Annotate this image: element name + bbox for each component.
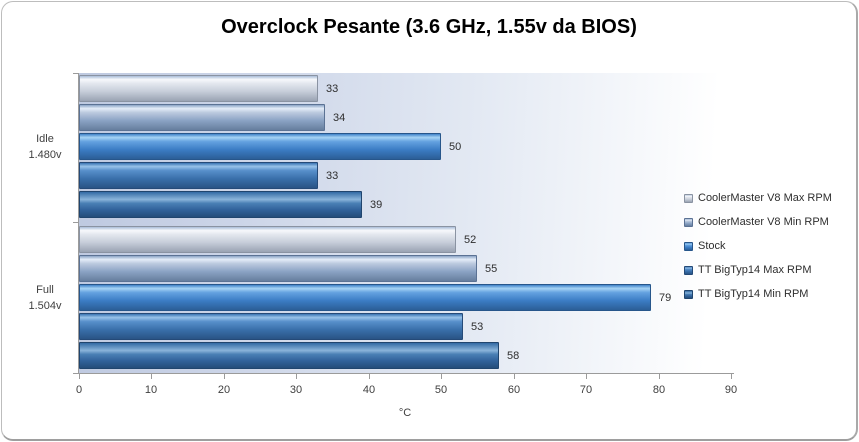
legend-swatch — [684, 217, 693, 227]
x-tick-label: 40 — [362, 384, 376, 396]
legend-label: TT BigTyp14 Min RPM — [698, 288, 809, 300]
y-axis-tick — [73, 222, 78, 223]
bar-value-label: 50 — [449, 140, 462, 153]
bar-stock-idle — [79, 133, 441, 160]
bar-value-label: 53 — [471, 320, 484, 333]
bar-coolermaster-v8-min-rpm-full — [79, 255, 477, 282]
category-label-idle: Idle 1.480v — [16, 131, 74, 163]
legend-item-tt-bigtyp14-min-rpm: TT BigTyp14 Min RPM — [684, 282, 832, 306]
y-axis-line — [78, 73, 79, 374]
plot-area: 33 34 50 33 39 52 55 79 53 58 — [79, 73, 731, 373]
x-axis-tick — [79, 374, 80, 379]
bar-value-label: 55 — [485, 262, 498, 275]
x-tick-label: 80 — [652, 384, 666, 396]
category-label-line: Idle — [36, 133, 54, 145]
x-axis-tick — [659, 374, 660, 379]
x-tick-label: 60 — [507, 384, 521, 396]
x-axis-line — [74, 373, 734, 374]
x-axis-tick — [586, 374, 587, 379]
y-axis-tick — [73, 73, 78, 74]
category-label-line: Full — [36, 284, 54, 296]
bar-coolermaster-v8-min-rpm-idle — [79, 104, 325, 131]
bar-tt-bigtyp14-min-rpm-idle — [79, 191, 362, 218]
legend-swatch — [684, 265, 693, 275]
x-tick-label: 70 — [579, 384, 593, 396]
legend-item-coolermaster-v8-min-rpm: CoolerMaster V8 Min RPM — [684, 210, 832, 234]
bar-value-label: 33 — [326, 169, 339, 182]
bar-value-label: 33 — [326, 82, 339, 95]
legend-swatch — [684, 289, 693, 299]
x-axis-tick — [731, 374, 732, 379]
x-tick-label: 90 — [724, 384, 738, 396]
legend-label: CoolerMaster V8 Max RPM — [698, 192, 832, 204]
x-tick-label: 50 — [434, 384, 448, 396]
bar-coolermaster-v8-max-rpm-full — [79, 226, 456, 253]
x-axis-tick — [369, 374, 370, 379]
legend-label: TT BigTyp14 Max RPM — [698, 264, 812, 276]
bar-value-label: 39 — [370, 198, 383, 211]
legend-swatch — [684, 193, 693, 203]
legend-swatch — [684, 241, 693, 251]
bar-stock-full — [79, 284, 651, 311]
bar-tt-bigtyp14-min-rpm-full — [79, 342, 499, 369]
x-tick-label: 30 — [289, 384, 303, 396]
legend: CoolerMaster V8 Max RPM CoolerMaster V8 M… — [684, 186, 832, 306]
x-axis-tick — [296, 374, 297, 379]
legend-item-stock: Stock — [684, 234, 832, 258]
category-label-line: 1.504v — [28, 300, 62, 312]
legend-item-coolermaster-v8-max-rpm: CoolerMaster V8 Max RPM — [684, 186, 832, 210]
category-label-line: 1.480v — [28, 149, 62, 161]
bar-value-label: 79 — [659, 291, 672, 304]
bar-tt-bigtyp14-max-rpm-full — [79, 313, 463, 340]
x-tick-label: 20 — [217, 384, 231, 396]
x-tick-label: 10 — [144, 384, 158, 396]
x-axis-tick — [514, 374, 515, 379]
x-axis-tick — [151, 374, 152, 379]
category-label-full: Full 1.504v — [16, 282, 74, 314]
legend-label: CoolerMaster V8 Min RPM — [698, 216, 829, 228]
bar-coolermaster-v8-max-rpm-idle — [79, 75, 318, 102]
x-axis-tick — [441, 374, 442, 379]
bar-tt-bigtyp14-max-rpm-idle — [79, 162, 318, 189]
chart-title: Overclock Pesante (3.6 GHz, 1.55v da BIO… — [221, 16, 637, 38]
x-axis-title: °C — [398, 407, 412, 419]
legend-item-tt-bigtyp14-max-rpm: TT BigTyp14 Max RPM — [684, 258, 832, 282]
x-tick-label: 0 — [75, 384, 83, 396]
y-axis-tick — [73, 373, 78, 374]
bar-value-label: 52 — [464, 233, 477, 246]
x-axis-tick — [224, 374, 225, 379]
legend-label: Stock — [698, 240, 726, 252]
bar-value-label: 58 — [507, 349, 520, 362]
bar-value-label: 34 — [333, 111, 346, 124]
